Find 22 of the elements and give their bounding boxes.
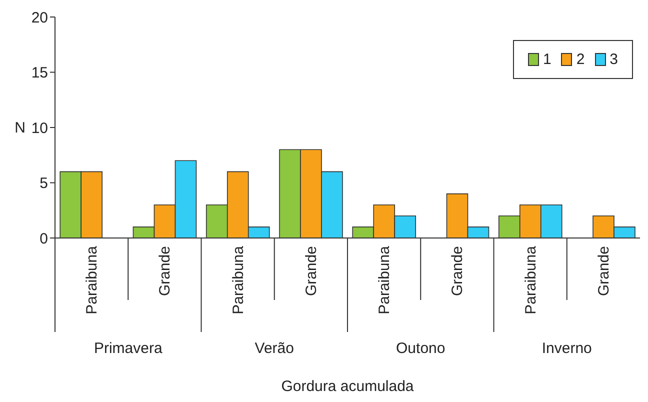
y-tick-label: 0 [40,230,48,248]
x-tick-label: Paraibuna [522,245,540,314]
text: Verão [254,340,294,357]
x-tick-label: Grande [156,246,174,296]
text: Inverno [542,340,592,357]
legend-label: 2 [575,51,585,68]
text: Primavera [94,340,163,357]
text: Outono [396,340,446,357]
y-axis-title: N [14,120,26,136]
y-tick-label: 5 [40,175,48,192]
y-tick-label: 10 [31,120,48,137]
x-tick-label: Paraibuna [84,245,101,314]
y-tick-label: 15 [31,64,48,82]
legend-label: 3 [608,51,618,68]
x-tick-label: Grande [302,246,320,296]
x-tick-label: Paraibuna [376,245,394,314]
y-tick-label: 20 [31,9,48,26]
x-axis-title: Gordura acumulada [281,378,414,395]
x-tick-label: Grande [449,246,466,296]
x-tick-label: Grande [595,246,612,296]
legend-label: 1 [542,51,552,68]
x-tick-label: Paraibuna [230,245,247,314]
